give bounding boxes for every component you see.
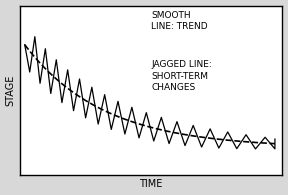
X-axis label: TIME: TIME	[139, 179, 163, 190]
Y-axis label: STAGE: STAGE	[5, 75, 16, 106]
Text: SMOOTH
LINE: TREND: SMOOTH LINE: TREND	[151, 11, 208, 31]
Text: JAGGED LINE:
SHORT-TERM
CHANGES: JAGGED LINE: SHORT-TERM CHANGES	[151, 60, 212, 92]
